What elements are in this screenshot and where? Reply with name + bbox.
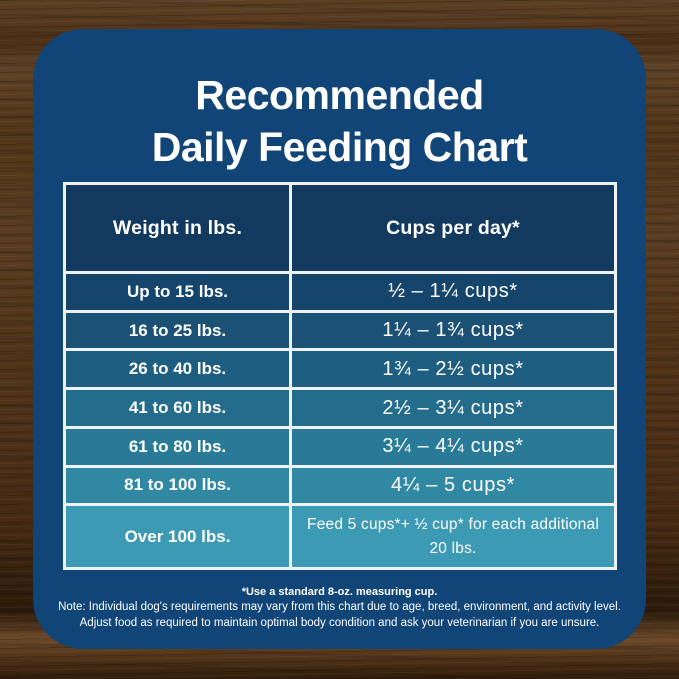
cups-cell: 1¼ – 1¾ cups* bbox=[382, 319, 524, 342]
footnote-note: Note: Individual dog's requirements may … bbox=[58, 601, 621, 614]
column-header-cups: Cups per day* bbox=[386, 216, 520, 239]
page-title-line1: Recommended bbox=[195, 72, 484, 118]
cups-cell: 2½ – 3¼ cups* bbox=[382, 396, 524, 419]
cups-cell: 4¼ – 5 cups* bbox=[391, 473, 515, 496]
table-row: 41 to 60 lbs. 2½ – 3¼ cups* bbox=[66, 387, 614, 426]
footnotes: *Use a standard 8-oz. measuring cup. Not… bbox=[45, 585, 634, 631]
cups-cell: 3¼ – 4¼ cups* bbox=[382, 435, 524, 458]
column-header-weight: Weight in lbs. bbox=[66, 185, 292, 271]
table-row: 26 to 40 lbs. 1¾ – 2½ cups* bbox=[66, 348, 614, 388]
table-row: 16 to 25 lbs. 1¼ – 1¾ cups* bbox=[66, 309, 614, 349]
cups-cell: ½ – 1¼ cups* bbox=[388, 280, 518, 303]
page-title-line2: Daily Feeding Chart bbox=[151, 124, 528, 171]
weight-cell: Up to 15 lbs. bbox=[66, 274, 292, 310]
footnote-adjust: Adjust food as required to maintain opti… bbox=[79, 616, 600, 629]
table-row: Up to 15 lbs. ½ – 1¼ cups* bbox=[66, 271, 614, 310]
footnote-measuring-cup: *Use a standard 8-oz. measuring cup. bbox=[241, 586, 438, 598]
weight-cell: 81 to 100 lbs. bbox=[66, 467, 292, 504]
table-row: 61 to 80 lbs. 3¼ – 4¼ cups* bbox=[66, 425, 614, 465]
weight-cell: 41 to 60 lbs. bbox=[66, 390, 292, 426]
weight-cell: 16 to 25 lbs. bbox=[66, 312, 292, 349]
table-header-row: Weight in lbs. Cups per day* bbox=[66, 185, 614, 271]
cups-cell: 1¾ – 2½ cups* bbox=[382, 357, 524, 380]
weight-cell: Over 100 lbs. bbox=[66, 506, 292, 568]
cups-cell: Feed 5 cups*+ ½ cup* for each additional… bbox=[307, 516, 599, 557]
page-title: Recommended Daily Feeding Chart bbox=[33, 69, 646, 173]
feeding-table: Weight in lbs. Cups per day* Up to 15 lb… bbox=[63, 182, 617, 570]
table-row: 81 to 100 lbs. 4¼ – 5 cups* bbox=[66, 464, 614, 504]
weight-cell: 26 to 40 lbs. bbox=[66, 351, 292, 388]
feeding-chart-card: Recommended Daily Feeding Chart Weight i… bbox=[33, 29, 646, 649]
table-row: Over 100 lbs. Feed 5 cups*+ ½ cup* for e… bbox=[66, 503, 614, 568]
weight-cell: 61 to 80 lbs. bbox=[66, 428, 292, 465]
